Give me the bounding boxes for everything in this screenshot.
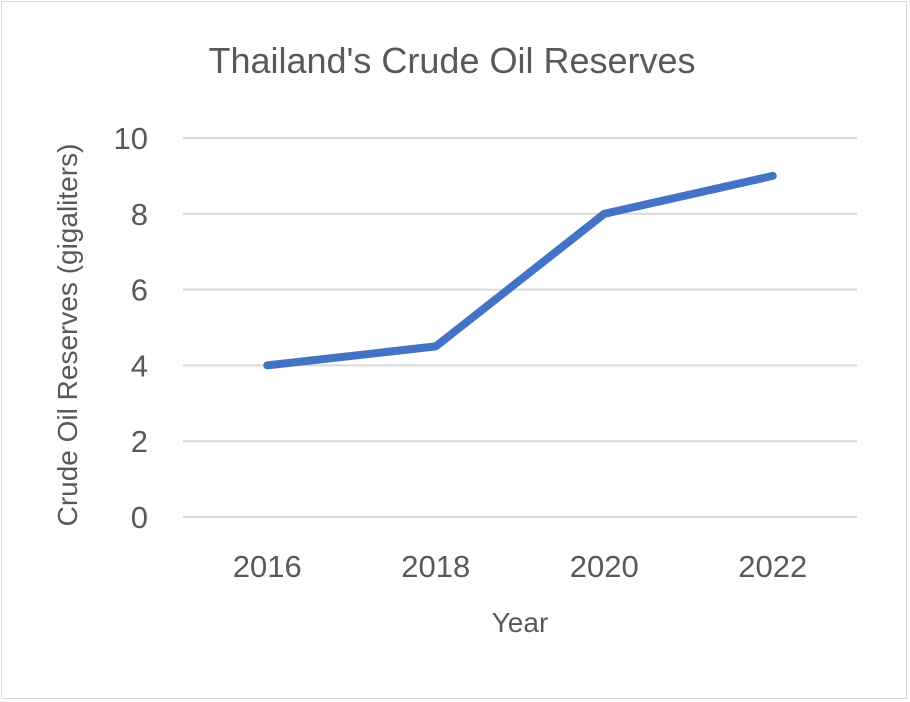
x-axis-tick-labels: 2016 2018 2020 2022 (233, 549, 807, 584)
y-tick-label: 2 (131, 424, 148, 459)
gridlines (183, 137, 857, 518)
series-line-0 (263, 171, 777, 370)
y-tick-label: 10 (114, 121, 148, 156)
y-tick-label: 4 (131, 348, 148, 383)
chart-title: Thailand's Crude Oil Reserves (208, 40, 695, 81)
y-axis-title: Crude Oil Reserves (gigaliters) (52, 144, 83, 527)
x-tick-label: 2020 (570, 549, 639, 584)
y-tick-label: 6 (131, 273, 148, 308)
x-tick-label: 2018 (401, 549, 470, 584)
y-tick-label: 8 (131, 197, 148, 232)
x-axis-title: Year (492, 607, 549, 638)
y-axis-tick-labels: 0 2 4 6 8 10 (114, 121, 148, 535)
x-tick-label: 2022 (738, 549, 807, 584)
y-tick-label: 0 (131, 500, 148, 535)
series-layer (263, 171, 777, 370)
x-tick-label: 2016 (233, 549, 302, 584)
